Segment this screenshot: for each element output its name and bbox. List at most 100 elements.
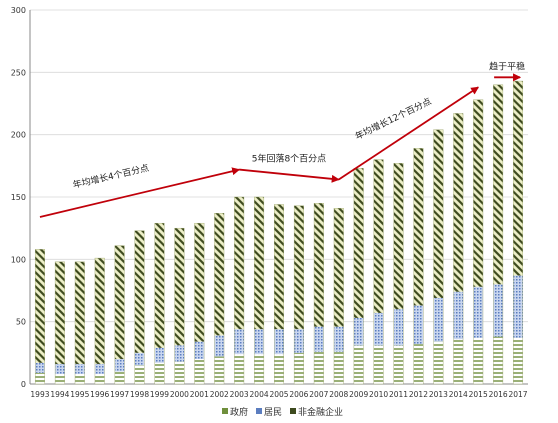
bar-segment bbox=[214, 356, 225, 384]
y-tick-label: 50 bbox=[16, 318, 26, 327]
bar-segment bbox=[433, 129, 444, 298]
bar-segment bbox=[353, 317, 364, 346]
bar-segment bbox=[94, 374, 105, 384]
trend-arrow bbox=[39, 167, 241, 218]
bar-segment bbox=[373, 312, 384, 346]
legend-label: 政府 bbox=[230, 406, 249, 417]
bar-segment bbox=[35, 372, 45, 384]
y-tick-label: 100 bbox=[11, 255, 26, 264]
bar-outline bbox=[174, 227, 185, 385]
bar-segment bbox=[234, 197, 244, 330]
trend-arrow bbox=[239, 168, 340, 183]
bar-segment bbox=[373, 345, 384, 384]
bar-outline bbox=[34, 249, 45, 385]
bar-segment bbox=[274, 204, 284, 330]
x-tick-label: 1994 bbox=[50, 390, 69, 399]
bars bbox=[34, 80, 524, 385]
x-tick-label: 2012 bbox=[409, 390, 428, 399]
bar-outline bbox=[194, 222, 205, 385]
bar-segment bbox=[134, 352, 145, 366]
bar-segment bbox=[94, 258, 105, 365]
x-tick-label: 2013 bbox=[429, 390, 448, 399]
x-tick-label: 2015 bbox=[469, 390, 488, 399]
bar-segment bbox=[234, 354, 244, 384]
bar-outline bbox=[154, 222, 165, 385]
bar-segment bbox=[513, 275, 523, 338]
x-tick-label: 2009 bbox=[349, 390, 368, 399]
bar-segment bbox=[314, 326, 324, 352]
bar-segment bbox=[413, 305, 424, 345]
bar-segment bbox=[75, 364, 85, 375]
bar-outline bbox=[313, 203, 324, 385]
bar-segment bbox=[453, 113, 464, 292]
x-tick-label: 1997 bbox=[110, 390, 129, 399]
bar-segment bbox=[314, 203, 324, 327]
bar-segment bbox=[75, 374, 85, 384]
bar-segment bbox=[214, 335, 225, 357]
bar-outline bbox=[353, 168, 364, 385]
y-tick-label: 0 bbox=[21, 380, 26, 389]
bar-segment bbox=[35, 249, 45, 363]
bar-segment bbox=[254, 354, 264, 384]
trend-arrow bbox=[338, 86, 480, 181]
bar-outline bbox=[74, 261, 85, 385]
bar-segment bbox=[433, 297, 444, 342]
x-tick-label: 1995 bbox=[70, 390, 89, 399]
x-tick-label: 2006 bbox=[289, 390, 308, 399]
bar-outline bbox=[433, 129, 444, 385]
x-tick-label: 2017 bbox=[508, 390, 527, 399]
bar-segment bbox=[513, 81, 523, 276]
bar-segment bbox=[174, 361, 185, 384]
bar-segment bbox=[114, 359, 125, 372]
x-tick-label: 2008 bbox=[329, 390, 348, 399]
bar-segment bbox=[55, 261, 65, 365]
y-tick-label: 150 bbox=[11, 193, 26, 202]
bar-segment bbox=[333, 208, 344, 327]
x-tick-label: 2010 bbox=[369, 390, 388, 399]
bar-segment bbox=[55, 364, 65, 375]
bar-segment bbox=[433, 341, 444, 384]
x-tick-label: 1993 bbox=[30, 390, 49, 399]
bar-segment bbox=[35, 362, 45, 373]
bar-segment bbox=[154, 347, 165, 363]
annotation-label: 年均增长4个百分点 bbox=[72, 162, 150, 191]
bar-outline bbox=[373, 159, 384, 385]
legend-label: 非金融企业 bbox=[298, 406, 344, 417]
bar-outline bbox=[493, 84, 504, 385]
bar-segment bbox=[75, 261, 85, 365]
bar-segment bbox=[194, 341, 205, 360]
bar-segment bbox=[194, 359, 205, 384]
bar-segment bbox=[513, 337, 523, 384]
annotation-label: 趋于平稳 bbox=[489, 60, 525, 72]
bar-segment bbox=[254, 197, 264, 330]
bar-segment bbox=[413, 344, 424, 384]
bar-outline bbox=[94, 257, 105, 385]
bar-outline bbox=[114, 245, 125, 385]
x-tick-label: 1999 bbox=[150, 390, 169, 399]
bar-segment bbox=[134, 365, 145, 384]
bar-segment bbox=[473, 99, 483, 287]
annotation-label: 5年回落8个百分点 bbox=[252, 153, 326, 165]
bar-segment bbox=[174, 228, 185, 346]
bar-outline bbox=[274, 204, 284, 385]
bar-segment bbox=[294, 205, 304, 330]
bar-segment bbox=[234, 329, 244, 355]
legend-swatch bbox=[256, 408, 263, 414]
bar-segment bbox=[154, 362, 165, 384]
bar-segment bbox=[393, 345, 404, 384]
bar-outline bbox=[54, 261, 65, 385]
bar-segment bbox=[393, 163, 404, 310]
bar-outline bbox=[413, 148, 424, 385]
bar-outline bbox=[214, 213, 225, 385]
x-tick-label: 1998 bbox=[130, 390, 149, 399]
bar-segment bbox=[114, 371, 125, 384]
bar-segment bbox=[333, 351, 344, 384]
x-tick-label: 1996 bbox=[90, 390, 109, 399]
bar-segment bbox=[453, 291, 464, 340]
bar-outline bbox=[254, 196, 265, 385]
legend-item: 居民 bbox=[256, 405, 282, 418]
bar-segment bbox=[373, 159, 384, 313]
x-tick-label: 2001 bbox=[190, 390, 209, 399]
bar-outline bbox=[393, 163, 404, 385]
legend-label: 居民 bbox=[264, 406, 283, 417]
